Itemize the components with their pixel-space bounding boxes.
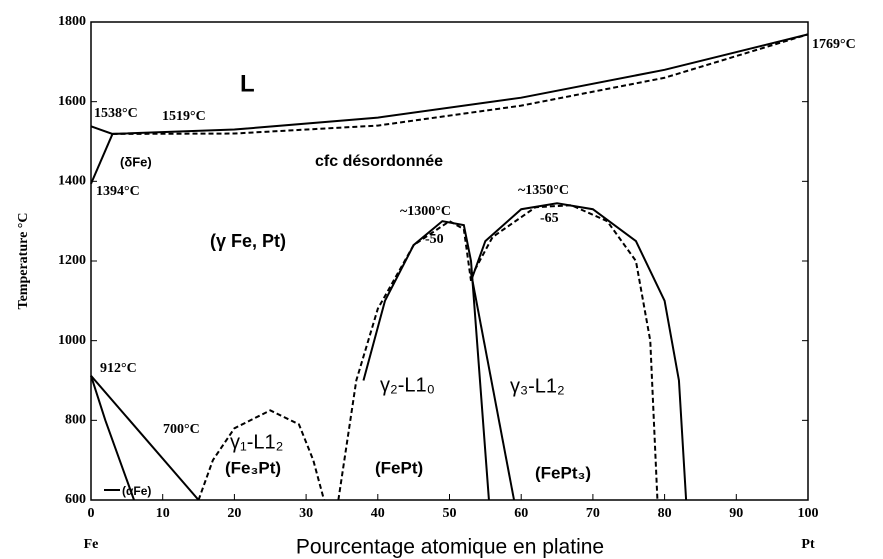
annotation: γ₃-L1₂ xyxy=(510,375,565,397)
annotation: 1538°C xyxy=(94,106,138,121)
phase-boundary xyxy=(90,133,114,185)
y-tick-label: 1200 xyxy=(58,253,86,268)
x-end-label: Fe xyxy=(84,537,99,552)
annotation: -50 xyxy=(425,232,444,247)
annotation: 1394°C xyxy=(96,184,140,199)
phase-boundary xyxy=(470,204,659,501)
annotation: (Fe₃Pt) xyxy=(225,458,281,477)
y-tick-label: 1800 xyxy=(58,14,86,29)
x-tick-label: 60 xyxy=(514,506,528,521)
x-tick-label: 70 xyxy=(586,506,600,521)
x-end-label: Pt xyxy=(801,537,815,552)
annotation: ~1350°C xyxy=(518,183,569,198)
annotation: 912°C xyxy=(100,361,137,376)
x-tick-label: 50 xyxy=(443,506,457,521)
x-tick-label: 100 xyxy=(798,506,819,521)
annotation: (αFe) xyxy=(122,484,151,498)
annotation: ~1300°C xyxy=(400,204,451,219)
annotation: -65 xyxy=(540,211,559,226)
annotation: γ₂-L1₀ xyxy=(380,374,435,396)
phase-boundary xyxy=(197,409,325,501)
annotation: L xyxy=(240,70,255,97)
x-axis-label: Pourcentage atomique en platine xyxy=(296,536,604,559)
x-tick-label: 90 xyxy=(729,506,743,521)
annotation: 700°C xyxy=(163,422,200,437)
annotation: γ₁-L1₂ xyxy=(230,431,283,453)
phase-boundary xyxy=(362,220,490,501)
annotation: (FePt₃) xyxy=(535,463,591,482)
phase-boundary xyxy=(470,272,516,501)
y-tick-label: 1000 xyxy=(58,333,86,348)
phase-boundary xyxy=(470,202,688,501)
annotation: (γ Fe, Pt) xyxy=(210,231,286,251)
x-tick-label: 0 xyxy=(88,506,95,521)
phase-boundary xyxy=(90,375,200,501)
y-axis-label: Temperature °C xyxy=(16,213,31,310)
annotation: (δFe) xyxy=(120,154,152,169)
y-tick-label: 1400 xyxy=(58,174,86,189)
y-tick-label: 1600 xyxy=(58,94,86,109)
x-tick-label: 40 xyxy=(371,506,385,521)
y-tick-label: 600 xyxy=(65,492,86,507)
x-tick-label: 80 xyxy=(658,506,672,521)
phase-boundary xyxy=(90,375,135,501)
x-tick-label: 30 xyxy=(299,506,313,521)
annotation: (FePt) xyxy=(375,458,423,477)
phase-boundary xyxy=(112,33,809,135)
y-tick-label: 800 xyxy=(65,413,86,428)
annotation: 1769°C xyxy=(812,37,856,52)
annotation: cfc désordonnée xyxy=(315,153,443,170)
x-tick-label: 20 xyxy=(227,506,241,521)
x-tick-label: 10 xyxy=(156,506,170,521)
annotation: 1519°C xyxy=(162,109,206,124)
